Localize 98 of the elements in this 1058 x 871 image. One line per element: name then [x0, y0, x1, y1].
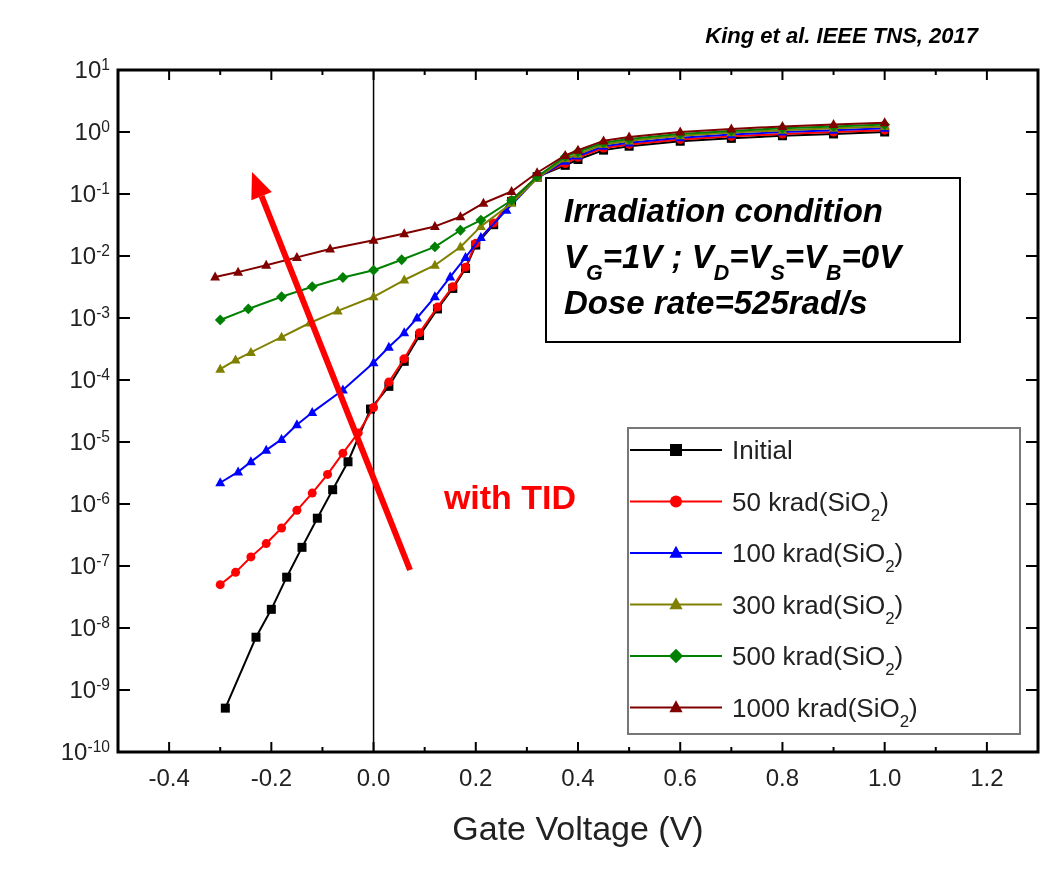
point	[445, 271, 456, 281]
point	[455, 211, 466, 221]
point	[291, 419, 302, 429]
point	[368, 291, 379, 301]
chart-title: King et al. IEEE TNS, 2017	[705, 23, 980, 48]
point	[230, 354, 241, 364]
point	[429, 259, 440, 269]
y-tick-label: 10$^{-1}$	[69, 179, 110, 207]
point	[233, 266, 244, 276]
point	[297, 542, 307, 552]
point	[573, 144, 583, 154]
point	[338, 448, 348, 458]
point	[325, 243, 336, 253]
y-tick-label: 10$^{-4}$	[69, 365, 111, 393]
point	[328, 485, 338, 495]
x-tick-label: 0.2	[459, 764, 493, 791]
point	[291, 251, 302, 261]
y-tick-label: 10$^{-6}$	[69, 489, 110, 517]
point	[675, 126, 686, 136]
point	[384, 377, 394, 387]
point	[332, 305, 343, 315]
point	[337, 272, 349, 283]
point	[242, 303, 254, 315]
legend-label: 500 krad(SiO$_{2}$)	[732, 641, 904, 679]
point	[276, 291, 287, 303]
point	[231, 567, 241, 577]
point	[307, 407, 318, 417]
legend-label: Initial	[732, 435, 793, 465]
y-tick-label: 10$^{-3}$	[69, 303, 110, 331]
point	[277, 523, 287, 533]
point	[429, 241, 441, 253]
point	[412, 312, 422, 322]
point	[383, 341, 394, 351]
y-tick-label: 10$^{-5}$	[69, 427, 111, 455]
x-tick-label: 0.4	[561, 764, 595, 791]
x-tick-label: 0.0	[356, 764, 391, 791]
point	[245, 346, 256, 356]
point	[214, 314, 226, 326]
y-tick-label: 10$^{-8}$	[69, 613, 110, 641]
x-tick-label: 0.8	[765, 764, 800, 791]
point	[506, 186, 517, 196]
point	[282, 572, 292, 582]
x-tick-label: -0.2	[250, 764, 293, 791]
point	[312, 513, 322, 523]
y-tick-label: 10$^{-9}$	[69, 675, 110, 703]
point	[560, 149, 571, 159]
point	[455, 224, 466, 236]
point	[455, 241, 466, 251]
point	[261, 444, 272, 454]
y-tick-label: 10$^{-10}$	[60, 737, 111, 765]
point	[460, 251, 471, 261]
point	[292, 505, 302, 515]
x-axis-title: Gate Voltage (V)	[452, 809, 704, 847]
point	[726, 123, 737, 133]
y-tick-label: 10$^{0}$	[74, 117, 111, 145]
x-tick-label: -0.4	[148, 764, 190, 791]
point	[399, 274, 410, 284]
point	[396, 254, 408, 266]
point	[276, 434, 287, 444]
x-tick-label: 1.2	[970, 764, 1004, 791]
legend-label: 100 krad(SiO$_{2}$)	[732, 538, 904, 576]
y-tick-label: 10$^{-2}$	[69, 241, 110, 269]
y-tick-label: 10$^{1}$	[74, 55, 110, 83]
text: Irradiation condition V$_{G}$=1V ; V$_{D}$=V$_{S}$=V$_{B}$=0V Dose rate=525rad/s	[564, 192, 902, 321]
point	[368, 234, 379, 244]
point	[368, 264, 379, 276]
point	[261, 259, 272, 269]
point	[478, 197, 489, 207]
point	[429, 221, 440, 231]
point	[251, 632, 261, 642]
point	[215, 363, 226, 373]
legend-label: 1000 krad(SiO$_{2}$)	[732, 692, 918, 730]
point	[307, 488, 317, 498]
point	[323, 469, 333, 479]
point	[399, 228, 410, 238]
annotation: with TID	[442, 478, 577, 516]
point	[215, 580, 225, 590]
point	[399, 327, 410, 337]
x-tick-label: 1.0	[867, 764, 902, 791]
legend-label: 300 krad(SiO$_{2}$)	[732, 589, 904, 627]
point	[369, 403, 379, 413]
point	[276, 331, 287, 341]
point	[475, 214, 487, 226]
point	[210, 271, 221, 281]
point	[343, 457, 353, 467]
x-tick-label: 0.6	[663, 764, 697, 791]
legend-label: 50 krad(SiO$_{2}$)	[732, 486, 889, 524]
point	[266, 604, 276, 614]
point	[215, 477, 226, 487]
y-tick-label: 10$^{-7}$	[69, 551, 110, 579]
point	[532, 167, 543, 177]
point	[475, 231, 486, 241]
point	[246, 552, 256, 562]
point	[261, 539, 271, 549]
point	[368, 357, 379, 367]
point	[624, 131, 635, 141]
point	[220, 703, 230, 713]
point	[306, 281, 318, 293]
